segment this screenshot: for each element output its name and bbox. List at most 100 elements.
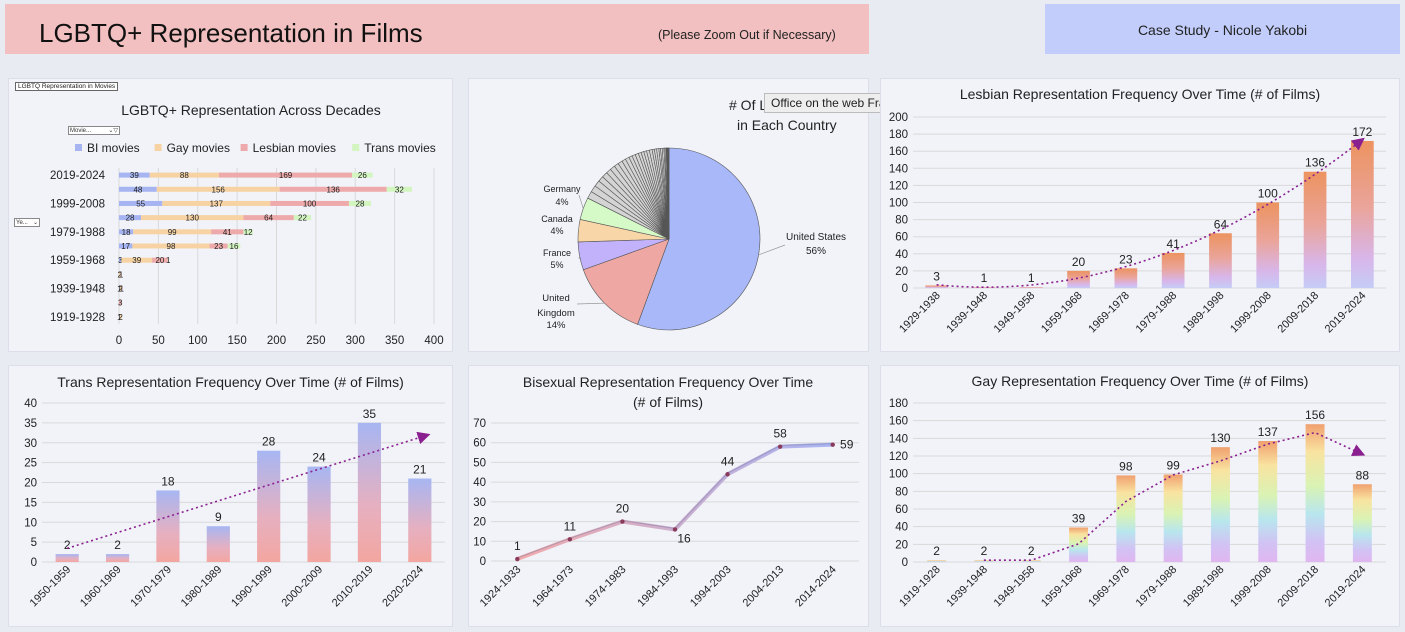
x-tick-label: 1939-1948 [944,564,990,610]
y-tick-label: 0 [902,283,908,295]
data-label: 41 [1166,237,1180,251]
stacked-bar [352,172,373,178]
chart-title: in Each Country [737,117,837,133]
data-label: 100 [1258,187,1278,201]
movie-filter-label: Movie... [70,128,92,134]
bar [1116,475,1136,562]
slice-label: Germany [543,184,581,194]
y-tick-label: 70 [473,418,486,430]
chart-title: Bisexual Representation Frequency Over T… [523,374,813,390]
leader-line [758,244,786,256]
data-label: 11 [564,519,577,533]
year-dropdown-icon: ⌄ [32,220,38,226]
y-tick-label: 120 [889,451,908,463]
data-label: 32 [395,185,404,194]
x-tick-label: 1984-1993 [635,564,681,610]
gay-chart-panel[interactable]: Gay Representation Frequency Over Time (… [880,365,1400,627]
data-label: 2 [118,285,123,294]
y-tick-label: 10 [24,517,37,529]
data-label: 1 [166,256,171,265]
x-tick-label: 1979-1988 [1134,564,1180,610]
data-label: 39 [130,171,139,180]
data-label: 39 [132,256,141,265]
slice-pct: 5% [550,260,563,270]
stacked-bar [119,200,163,206]
bar [1210,447,1230,562]
slice-label: United [542,293,569,304]
data-label: 3 [118,299,123,308]
y-tick-label: 140 [889,433,908,445]
decades-chart-panel[interactable]: LGBTQ+ Representation Across Decades BI m… [8,78,453,352]
data-label: 48 [133,185,142,194]
y-tick-label: 0 [902,557,908,569]
data-label: 136 [327,185,341,194]
slice-label: Kingdom [537,308,575,319]
x-tick-label: 1990-1999 [229,564,275,610]
stacked-bar [119,286,122,292]
y-tick-label: 1999-2008 [50,198,105,210]
bar [1303,171,1327,288]
stacked-bar [149,172,220,178]
slice-pct: 4% [555,197,568,207]
data-label: 130 [186,214,200,223]
data-label: 1 [117,313,122,322]
y-tick-label: 0 [31,557,37,569]
y-tick-label: 60 [895,504,908,516]
y-tick-label: 1959-1968 [50,255,105,267]
movie-type-filter[interactable]: Movie... ⌄▽ [68,126,120,135]
stacked-bar [156,186,280,192]
country-pie-panel[interactable]: # Of L in Each Country United States 56% Uni… [468,78,869,352]
data-label: 3 [933,269,940,283]
y-tick-label: 30 [473,497,486,509]
y-tick-label: 180 [889,129,908,141]
x-tick-label: 150 [228,335,247,347]
y-tick-label: 100 [889,469,908,481]
bar [1161,252,1185,288]
stacked-bar [152,257,168,263]
x-tick-label: 300 [346,335,365,347]
year-filter[interactable]: Ye... ⌄ [14,218,40,227]
y-tick-label: 60 [895,232,908,244]
bar [972,287,996,288]
y-tick-label: 50 [473,457,486,469]
bar [925,285,949,288]
data-label: 28 [126,214,135,223]
y-tick-label: 120 [889,180,908,192]
stacked-bar [279,186,387,192]
data-point [515,556,520,562]
y-tick-label: 15 [24,497,37,509]
bar [1163,474,1183,562]
stacked-bar [243,215,294,221]
data-label: 2 [114,538,121,552]
x-tick-label: 200 [267,335,286,347]
slice-pct: 4% [550,226,563,236]
data-label: 2 [118,270,123,279]
stacked-bar [121,286,123,292]
stacked-bar [141,215,244,221]
lesbian-chart-panel[interactable]: Lesbian Representation Frequency Over Ti… [880,78,1400,352]
y-tick-label: 80 [895,215,908,227]
data-label: 18 [122,228,131,237]
case-study-label: Case Study - Nicole Yakobi [1137,22,1308,38]
bisexual-chart-panel[interactable]: Bisexual Representation Frequency Over T… [468,365,869,627]
y-tick-label: 0 [480,556,486,568]
legend-swatch [352,144,360,151]
bar [974,560,994,562]
stacked-bar [121,257,153,263]
bar [927,560,947,562]
slice-label: Canada [541,214,573,224]
stacked-bar [119,314,122,320]
data-label: 1 [1028,271,1035,285]
leader-line [576,302,605,305]
trendline [936,137,1365,289]
trans-chart-panel[interactable]: Trans Representation Frequency Over Time… [8,365,453,627]
data-label: 20 [1072,255,1086,269]
data-label: 1 [119,270,124,279]
bar [357,422,382,562]
x-tick-label: 1994-2003 [688,564,734,610]
x-tick-label: 1949-1958 [992,564,1038,610]
bar [1258,440,1278,562]
y-tick-label: 20 [895,266,908,278]
x-tick-label: 1974-1983 [583,564,629,610]
x-tick-label: 100 [188,335,207,347]
